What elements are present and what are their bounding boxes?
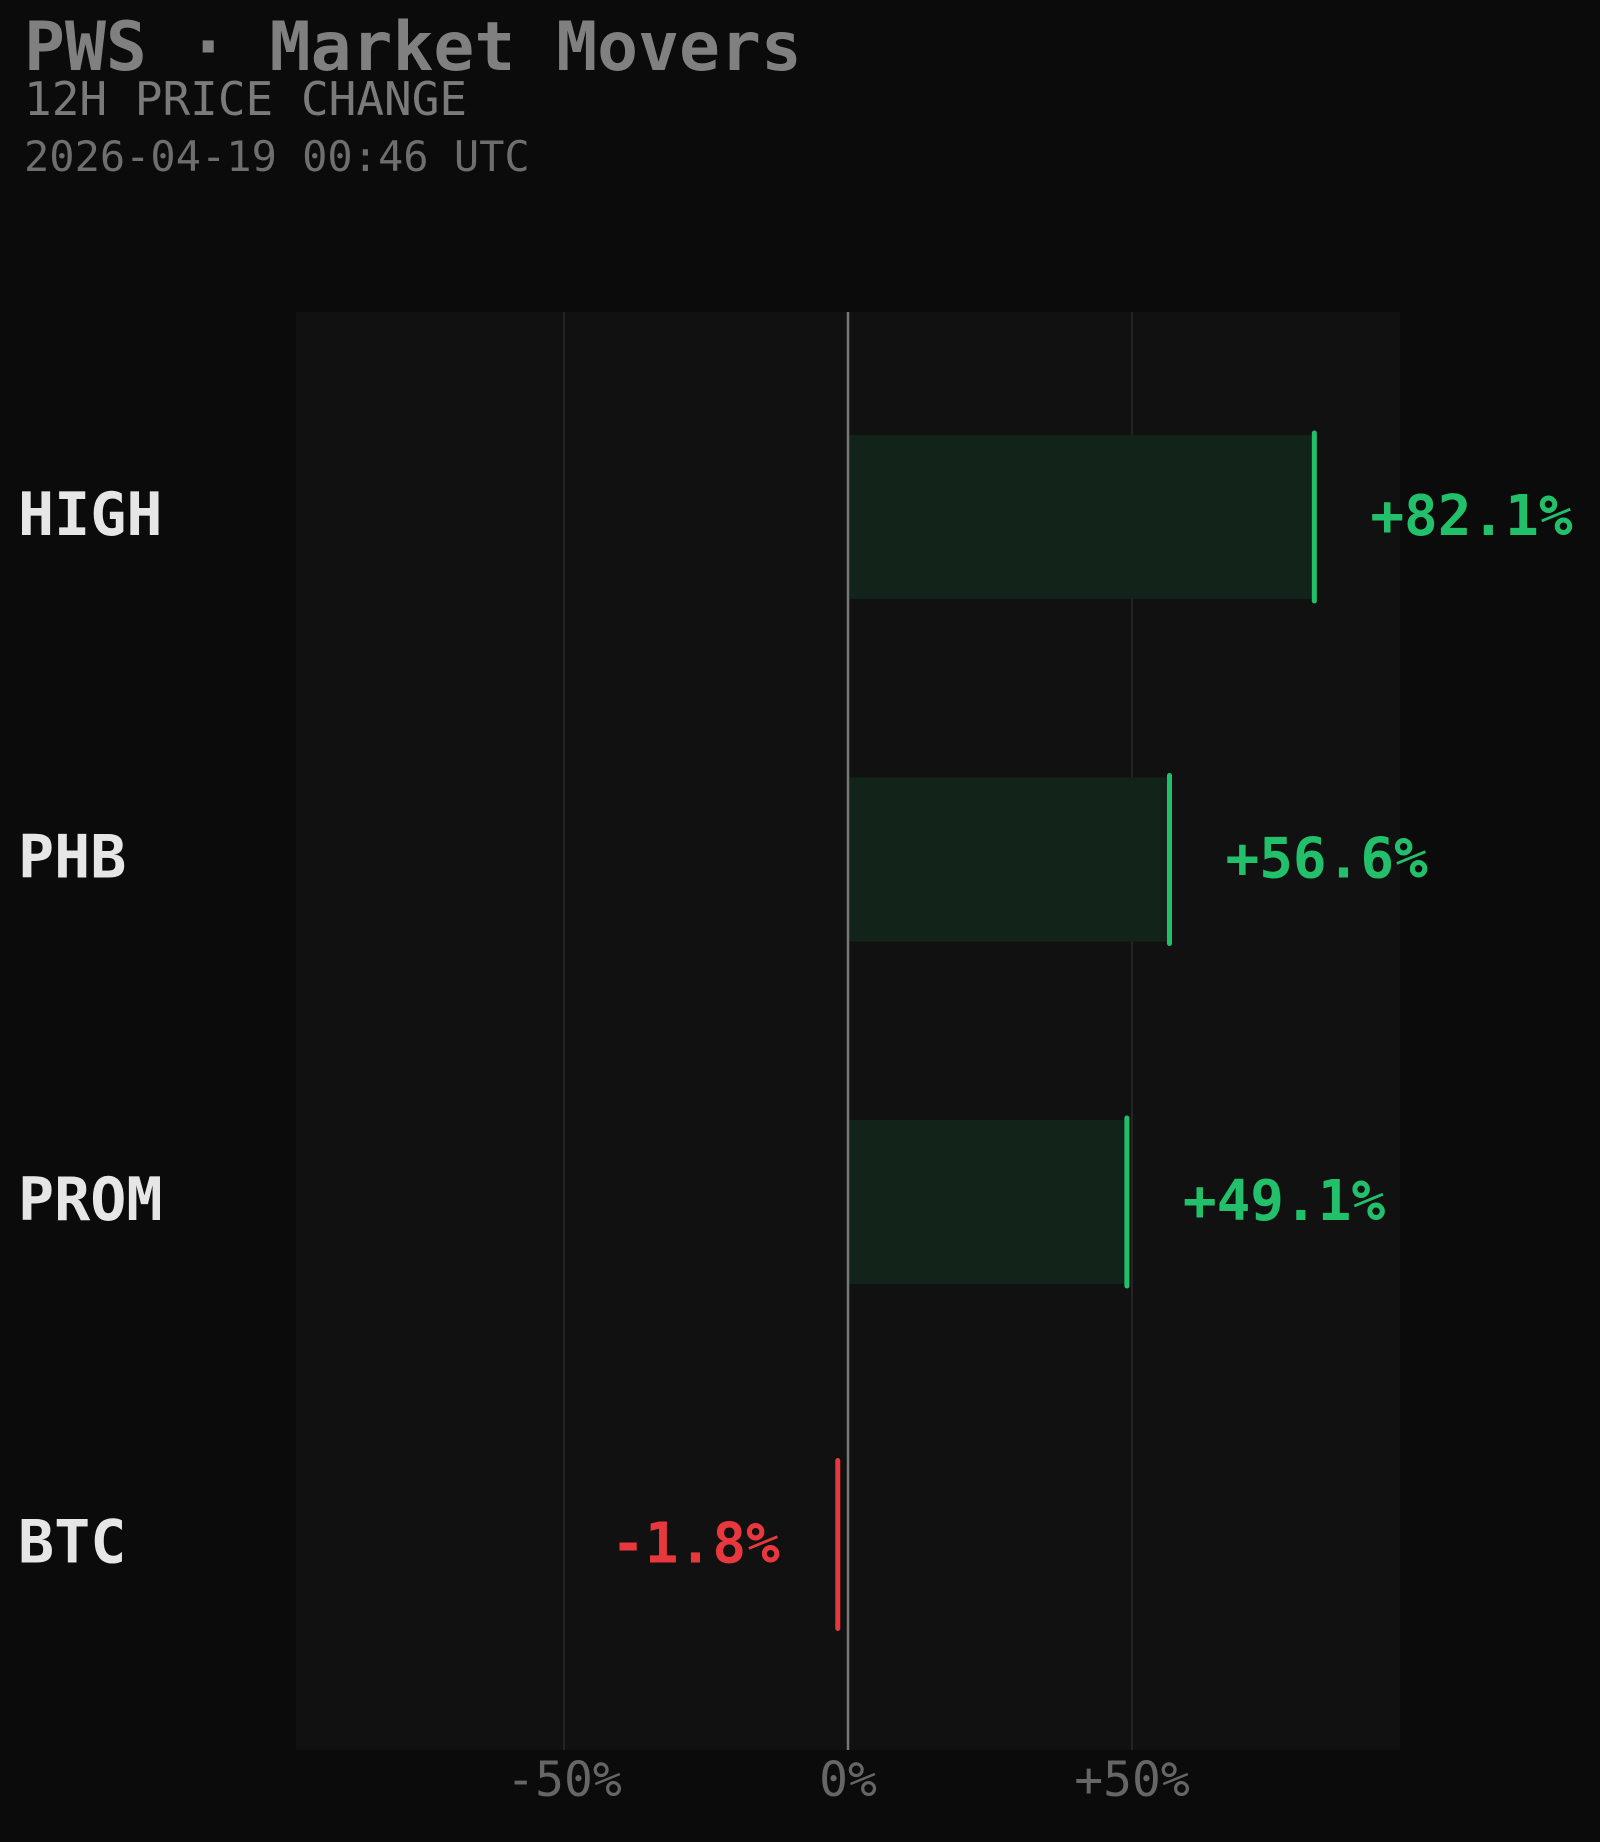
chart-subtitle: 12H PRICE CHANGE (24, 72, 468, 126)
bar (848, 435, 1315, 599)
chart-title: PWS · Market Movers (24, 8, 802, 87)
data-label: -1.8% (611, 1512, 780, 1577)
x-tick-label: 0% (819, 1752, 877, 1808)
timestamp: 2026-04-19 00:46 UTC (24, 132, 530, 181)
data-label: +56.6% (1225, 827, 1428, 892)
x-tick-label: +50% (1074, 1752, 1190, 1808)
category-label: PHB (18, 823, 126, 893)
category-label: PROM (18, 1165, 163, 1235)
data-label: +82.1% (1370, 484, 1573, 549)
bar (848, 777, 1170, 942)
bar (848, 1120, 1127, 1284)
data-label: +49.1% (1183, 1169, 1386, 1234)
x-tick-label: -50% (506, 1752, 622, 1808)
category-label: HIGH (18, 480, 163, 550)
category-label: BTC (18, 1508, 126, 1578)
